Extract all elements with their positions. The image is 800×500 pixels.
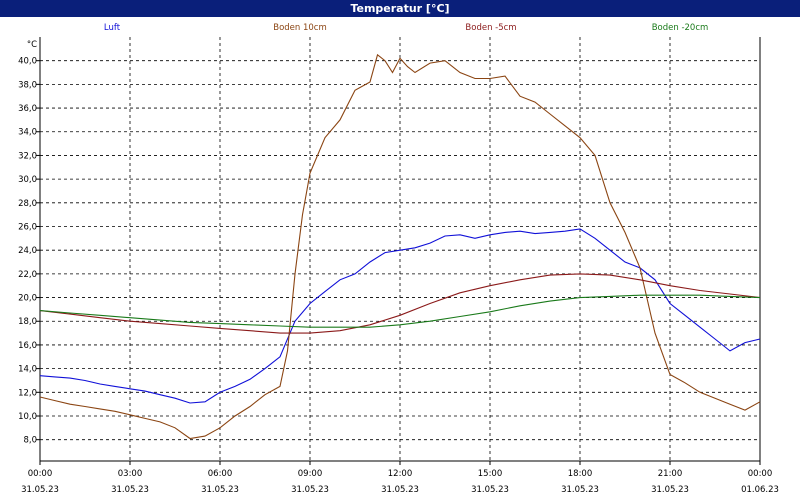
series-line-boden-10cm (39, 53, 761, 440)
x-tick-time: 21:00 (658, 469, 683, 479)
x-tick-date: 31.05.23 (651, 485, 689, 495)
y-tick-label: 36,0 (18, 104, 37, 114)
y-tick-label: 34,0 (18, 128, 37, 138)
series-line-boden-5cm (39, 273, 761, 334)
y-tick-label: 12,0 (18, 388, 37, 398)
x-tick-date: 01.06.23 (741, 485, 779, 495)
y-tick-label: 24,0 (18, 246, 37, 256)
temperature-chart: 40,0 38,0 36,0 34,0 32,0 30,0 28,0 26,0 24,0 22,0… (18, 23, 779, 495)
series-lines (39, 53, 761, 440)
x-tick-time: 06:00 (208, 469, 233, 479)
legend-item: Boden 10cm (273, 23, 327, 33)
y-tick-label: 26,0 (18, 222, 37, 232)
y-tick-label: 14,0 (18, 365, 37, 375)
x-tick-time: 09:00 (298, 469, 323, 479)
y-tick-label: 22,0 (18, 270, 37, 280)
y-tick-label: 30,0 (18, 175, 37, 185)
x-tick-time: 00:00 (748, 469, 773, 479)
x-tick-time: 00:00 (28, 469, 53, 479)
grid (40, 37, 760, 461)
x-tick-date: 31.05.23 (471, 485, 509, 495)
y-tick-label: 8,0 (23, 436, 37, 446)
x-tick-date: 31.05.23 (111, 485, 149, 495)
x-tick-time: 12:00 (388, 469, 413, 479)
y-tick-label: 16,0 (18, 341, 37, 351)
x-tick-date: 31.05.23 (381, 485, 419, 495)
y-tick-label: 38,0 (18, 80, 37, 90)
legend-item: Boden -20cm (652, 23, 709, 33)
x-tick-time: 03:00 (118, 469, 143, 479)
series-line-boden-20cm (39, 294, 761, 328)
x-tick-time: 15:00 (478, 469, 503, 479)
y-tick-label: 18,0 (18, 317, 37, 327)
x-tick-date: 31.05.23 (561, 485, 599, 495)
y-axis-unit: °C (27, 40, 37, 50)
y-tick-label: 28,0 (18, 199, 37, 209)
legend-item: Luft (104, 23, 121, 33)
y-tick-label: 32,0 (18, 151, 37, 161)
y-tick-label: 10,0 (18, 412, 37, 422)
y-tick-label: 20,0 (18, 294, 37, 304)
chart-title: Temperatur [°C] (0, 0, 800, 17)
legend: Luft Boden 10cm Boden -5cm Boden -20cm (104, 23, 708, 33)
x-tick-date: 31.05.23 (21, 485, 59, 495)
y-axis-labels: 40,0 38,0 36,0 34,0 32,0 30,0 28,0 26,0 24,0 22,0… (18, 40, 37, 446)
x-tick-date: 31.05.23 (201, 485, 239, 495)
axes (36, 37, 761, 465)
legend-item: Boden -5cm (465, 23, 516, 33)
x-tick-date: 31.05.23 (291, 485, 329, 495)
x-axis-labels: 00:00 31.05.23 03:00 31.05.23 06:00 31.05.23 0… (21, 469, 779, 495)
x-tick-time: 18:00 (568, 469, 593, 479)
y-tick-label: 40,0 (18, 57, 37, 67)
